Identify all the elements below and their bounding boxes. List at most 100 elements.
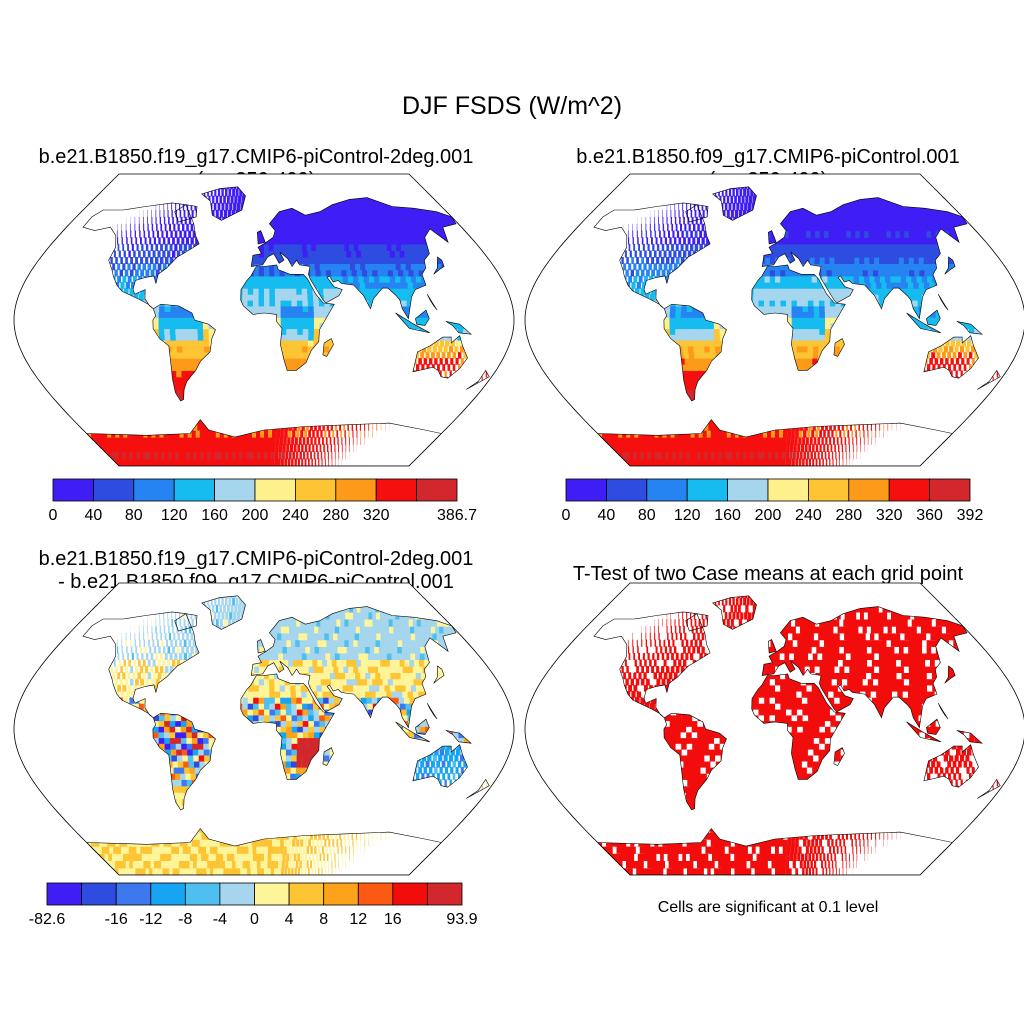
coastline-africa [240,673,335,780]
colorbar-tick-label: 280 [322,507,350,524]
coastline-nz [977,369,1001,390]
colorbar-tick-label: 80 [637,507,656,524]
coastline-japan [944,256,956,275]
colorbar-swatch [416,478,458,502]
coastline-greenland [201,186,246,221]
colorbar-swatch [288,882,325,906]
colorbar-swatch [150,882,186,906]
colorbar-swatch [426,882,463,906]
colorbar-swatch [93,478,135,502]
coastline-baffin [174,613,198,632]
colorbar-swatch [357,882,394,906]
colorbar-tick-label: 4 [284,911,294,928]
coastline-nz [977,778,1001,799]
coastline-africa [751,264,846,371]
panel-title-top-right-line1: b.e21.B1850.f09_g17.CMIP6-piControl.001 [576,146,960,168]
coastline-indonesia [906,721,941,743]
panel-title-bottom-right-line1: T-Test of two Case means at each grid po… [572,563,964,585]
colorbar-tick-label: 0 [250,911,259,928]
coastline-madagascar [833,747,845,766]
colorbar-tick-label: 12 [349,911,368,928]
coastline-eurasia [761,606,968,729]
colorbar-swatch [392,882,428,906]
map-border [13,582,515,876]
colorbar-tick-label: 120 [160,507,188,524]
coastline-samerica [663,712,727,811]
colorbar-swatch [727,478,769,502]
coastline-borneo [415,309,430,326]
coastline-madagascar [322,338,334,357]
coastline-uk [256,639,266,654]
coastline-africa [240,264,335,371]
colorbar-swatch [929,478,971,502]
colorbar-labels-bottom-left: -82.6 -16 -12 -8 -4 0 4 8 12 16 93.9 [0,911,1024,931]
coastline-madagascar [322,747,334,766]
coastline-borneo [926,718,941,735]
colorbar-swatch [133,478,175,502]
colorbar-tick-label: 8 [319,911,329,928]
coastline-eurasia [250,606,457,729]
colorbar-tick-label: 392 [956,507,984,524]
coastline-samerica [152,712,216,811]
map-border [13,173,515,467]
colorbar-labels-top-left: 0 40 80 120 160 200 240 280 320 386.7 [0,507,1024,527]
colorbar-swatch [606,478,648,502]
coastline-eurasia [250,197,457,320]
colorbar-tick-label: 240 [795,507,822,524]
colorbar-tick-label: -12 [139,911,163,928]
coastline-australia [412,744,468,788]
coastline-eurasia [761,197,968,320]
colorbar-tick-label: -8 [178,911,193,928]
coastline-japan [433,665,445,684]
coastline-borneo [415,718,430,735]
colorbar-swatch [254,882,290,906]
colorbar-tick-label: 120 [673,507,701,524]
colorbar-swatch [686,478,729,502]
colorbar-swatch [375,478,418,502]
colorbar-bottom-left [46,882,463,906]
coastline-phil [426,702,438,720]
colorbar-swatch [115,882,152,906]
coastline-baffin [685,204,709,223]
coastline-japan [944,665,956,684]
colorbar-swatch [294,478,337,502]
coastline-newguinea [445,321,472,335]
panel-title-bottom-left-line1: b.e21.B1850.f19_g17.CMIP6-piControl-2deg… [38,548,474,570]
figure-title: DJF FSDS (W/m^2) [401,92,623,120]
coastline-japan [433,256,445,275]
coastline-newguinea [956,730,983,744]
colorbar-swatch [81,882,117,906]
coastline-namerica [593,202,711,309]
colorbar-tick-label: -4 [212,911,228,928]
colorbar-swatch [646,478,688,502]
coastline-phil [937,293,949,311]
colorbar-tick-label: 360 [916,507,943,524]
coastline-namerica [82,202,200,309]
map-border [524,582,1024,876]
colorbar-swatch [219,882,255,906]
coastline-baffin [685,613,709,632]
colorbar-swatch [888,478,931,502]
colorbar-tick-label: 40 [597,507,616,524]
colorbar-tick-label: 0 [48,507,58,524]
colorbar-tick-label: 320 [875,507,903,524]
colorbar-swatch [808,478,850,502]
colorbar-tick-label: 386.7 [436,507,478,524]
colorbar-tick-label: 40 [84,507,103,524]
panel-title-top-left-line1: b.e21.B1850.f19_g17.CMIP6-piControl-2deg… [38,146,474,168]
coastline-greenland [712,595,757,630]
coastline-newguinea [956,321,983,335]
coastline-indonesia [906,312,941,334]
colorbar-swatch [323,882,359,906]
colorbar-tick-label: 280 [835,507,863,524]
colorbar-swatch [254,478,296,502]
colorbar-swatch [214,478,256,502]
colorbar-swatch [184,882,221,906]
colorbar-top-left [52,478,458,502]
coastline-uk [256,230,266,245]
map-bottom-left [13,582,515,876]
colorbar-tick-label: -82.6 [28,911,66,928]
map-top-left [13,173,515,467]
coastline-namerica [82,611,200,718]
colorbar-swatch [335,478,377,502]
